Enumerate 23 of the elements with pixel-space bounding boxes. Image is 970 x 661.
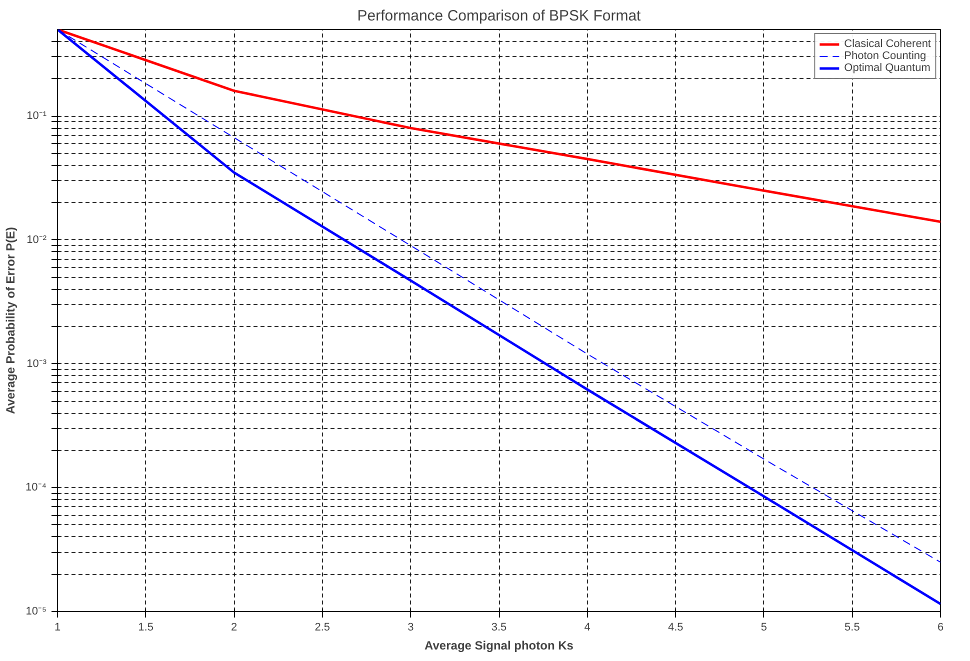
x-tick-label: 5 [760, 622, 767, 634]
line-series [58, 30, 940, 224]
y-tick-label: 10⁻⁴ [26, 482, 47, 494]
x-tick-label: 2.5 [314, 622, 330, 634]
x-tick-label: 6 [937, 622, 944, 634]
x-tick-label: 3.5 [491, 622, 507, 634]
x-tick-label: 4.5 [668, 622, 684, 634]
y-tick-label: 10⁻⁵ [26, 606, 46, 618]
legend-label: Clasical Coherent [844, 38, 931, 50]
x-tick-label: 1 [54, 622, 61, 634]
x-tick-label: 4 [584, 622, 590, 634]
x-tick-label: 2 [231, 622, 238, 634]
x-axis-title: Average Signal photon Ks [424, 638, 574, 652]
y-tick-label: 10⁻¹ [26, 110, 47, 122]
x-tick-label: 1.5 [138, 622, 154, 634]
x-tick-label: 5.5 [844, 622, 860, 634]
y-axis-title: Average Probability of Error P(E) [4, 227, 18, 414]
x-tick-label: 3 [408, 622, 414, 634]
y-tick-label: 10⁻³ [26, 358, 47, 370]
chart-title: Performance Comparison of BPSK Format [357, 8, 642, 24]
legend-label: Photon Counting [844, 50, 926, 62]
y-tick-label: 10⁻² [26, 234, 47, 246]
legend-label: Optimal Quantum [844, 62, 930, 74]
